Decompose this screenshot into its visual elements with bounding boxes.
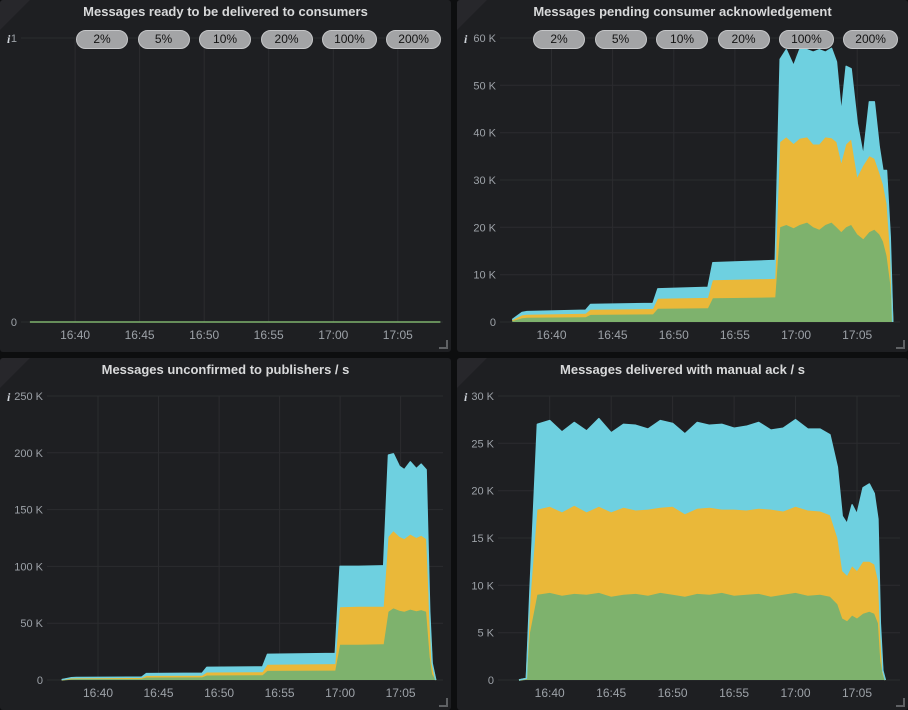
- load-badge-100pct[interactable]: 100%: [779, 30, 834, 49]
- y-tick-label: 15 K: [471, 533, 494, 545]
- x-tick-label: 16:40: [60, 328, 90, 342]
- x-tick-label: 16:45: [598, 328, 628, 342]
- load-badge-20pct[interactable]: 20%: [717, 30, 770, 49]
- area-series-1: [512, 222, 893, 322]
- y-tick-label: 50 K: [473, 80, 496, 92]
- x-tick-label: 17:05: [842, 328, 872, 342]
- y-tick-label: 60 K: [473, 33, 496, 45]
- panel-messages-delivered: i Messages delivered with manual ack / s…: [457, 358, 908, 710]
- y-tick-label: 30 K: [471, 391, 494, 403]
- load-badge-10pct[interactable]: 10%: [199, 30, 252, 49]
- y-tick-label: 150 K: [14, 505, 43, 517]
- area-series-3: [519, 418, 886, 680]
- area-series-2: [519, 505, 886, 680]
- x-tick-label: 16:50: [204, 686, 234, 700]
- y-tick-label: 20 K: [473, 222, 496, 234]
- panel-info-corner[interactable]: i: [457, 358, 487, 404]
- line-series-2: [61, 530, 437, 681]
- area-series-2: [61, 531, 436, 680]
- panel-messages-pending-ack: i Messages pending consumer acknowledgem…: [457, 0, 908, 352]
- y-tick-label: 1: [11, 33, 17, 45]
- load-badge-10pct[interactable]: 10%: [656, 30, 709, 49]
- y-tick-label: 0: [490, 317, 496, 329]
- info-icon: i: [464, 390, 468, 404]
- x-tick-label: 16:40: [83, 686, 113, 700]
- x-tick-label: 17:00: [318, 328, 348, 342]
- y-tick-label: 0: [488, 675, 494, 687]
- x-tick-label: 17:00: [781, 328, 811, 342]
- line-series-3: [511, 47, 894, 323]
- y-tick-label: 20 K: [471, 486, 494, 498]
- load-badge-20pct[interactable]: 20%: [260, 30, 313, 49]
- info-icon: i: [7, 390, 11, 404]
- panel-info-corner[interactable]: i: [457, 0, 487, 46]
- x-tick-label: 16:55: [719, 686, 749, 700]
- chart-messages-pending-ack[interactable]: 60 K 50 K 40 K 30 K 20 K 10 K 0 16:40 16:45 16:50…: [457, 24, 908, 352]
- panel-info-corner[interactable]: i: [0, 0, 30, 46]
- panel-resize-handle[interactable]: [896, 698, 905, 707]
- x-tick-label: 16:50: [189, 328, 219, 342]
- y-tick-label: 0: [37, 675, 43, 687]
- panel-resize-handle[interactable]: [439, 698, 448, 707]
- y-tick-label: 10 K: [471, 580, 494, 592]
- panel-title[interactable]: Messages ready to be delivered to consum…: [83, 4, 368, 19]
- load-badges-row: 2% 5% 10% 20% 100% 200%: [533, 30, 898, 49]
- x-tick-label: 17:00: [780, 686, 810, 700]
- panel-messages-ready: i Messages ready to be delivered to cons…: [0, 0, 451, 352]
- panel-info-corner[interactable]: i: [0, 358, 30, 404]
- y-tick-label: 0: [11, 317, 17, 329]
- line-series-3: [61, 453, 437, 681]
- x-tick-label: 17:05: [386, 686, 416, 700]
- panel-title[interactable]: Messages delivered with manual ack / s: [560, 362, 805, 377]
- y-tick-label: 100 K: [14, 561, 43, 573]
- load-badge-5pct[interactable]: 5%: [594, 30, 647, 49]
- chart-messages-unconfirmed[interactable]: 250 K 200 K 150 K 100 K 50 K 0 16:40 16:45 16:50…: [0, 382, 451, 710]
- x-tick-label: 16:55: [265, 686, 295, 700]
- x-tick-label: 16:50: [659, 328, 689, 342]
- info-icon: i: [7, 32, 11, 46]
- y-tick-label: 5 K: [477, 628, 494, 640]
- x-tick-label: 16:40: [535, 686, 565, 700]
- x-tick-label: 16:45: [143, 686, 173, 700]
- panel-resize-handle[interactable]: [439, 340, 448, 349]
- y-tick-label: 250 K: [14, 391, 43, 403]
- area-series-1: [61, 608, 436, 680]
- load-badge-100pct[interactable]: 100%: [322, 30, 377, 49]
- x-tick-label: 16:45: [125, 328, 155, 342]
- y-tick-label: 25 K: [471, 438, 494, 450]
- x-tick-label: 16:55: [254, 328, 284, 342]
- load-badge-200pct[interactable]: 200%: [386, 30, 441, 49]
- y-tick-label: 30 K: [473, 175, 496, 187]
- chart-messages-ready[interactable]: 1 0 16:40 16:45 16:50 16:55 17:00 17:05: [0, 24, 451, 352]
- load-badge-2pct[interactable]: 2%: [76, 30, 128, 49]
- y-tick-label: 40 K: [473, 128, 496, 140]
- y-tick-label: 200 K: [14, 448, 43, 460]
- panel-messages-unconfirmed: i Messages unconfirmed to publishers / s…: [0, 358, 451, 710]
- x-tick-label: 17:00: [325, 686, 355, 700]
- panel-title[interactable]: Messages pending consumer acknowledgemen…: [533, 4, 832, 19]
- y-tick-label: 50 K: [20, 618, 43, 630]
- y-tick-label: 10 K: [473, 270, 496, 282]
- x-tick-label: 16:45: [596, 686, 626, 700]
- x-tick-label: 16:40: [536, 328, 566, 342]
- x-tick-label: 17:05: [842, 686, 872, 700]
- area-series-2: [512, 137, 893, 322]
- load-badge-5pct[interactable]: 5%: [137, 30, 190, 49]
- x-tick-label: 17:05: [383, 328, 413, 342]
- panel-resize-handle[interactable]: [896, 340, 905, 349]
- panel-title[interactable]: Messages unconfirmed to publishers / s: [101, 362, 350, 377]
- x-tick-label: 16:55: [720, 328, 750, 342]
- area-series-3: [512, 48, 893, 323]
- x-tick-label: 16:50: [658, 686, 688, 700]
- area-series-1: [519, 592, 886, 680]
- load-badge-2pct[interactable]: 2%: [533, 30, 585, 49]
- load-badges-row: 2% 5% 10% 20% 100% 200%: [76, 30, 441, 49]
- info-icon: i: [464, 32, 468, 46]
- chart-messages-delivered[interactable]: 30 K 25 K 20 K 15 K 10 K 5 K 0 16:40 16:45 16:50 1…: [457, 382, 908, 710]
- line-series-3: [518, 417, 887, 681]
- load-badge-200pct[interactable]: 200%: [843, 30, 898, 49]
